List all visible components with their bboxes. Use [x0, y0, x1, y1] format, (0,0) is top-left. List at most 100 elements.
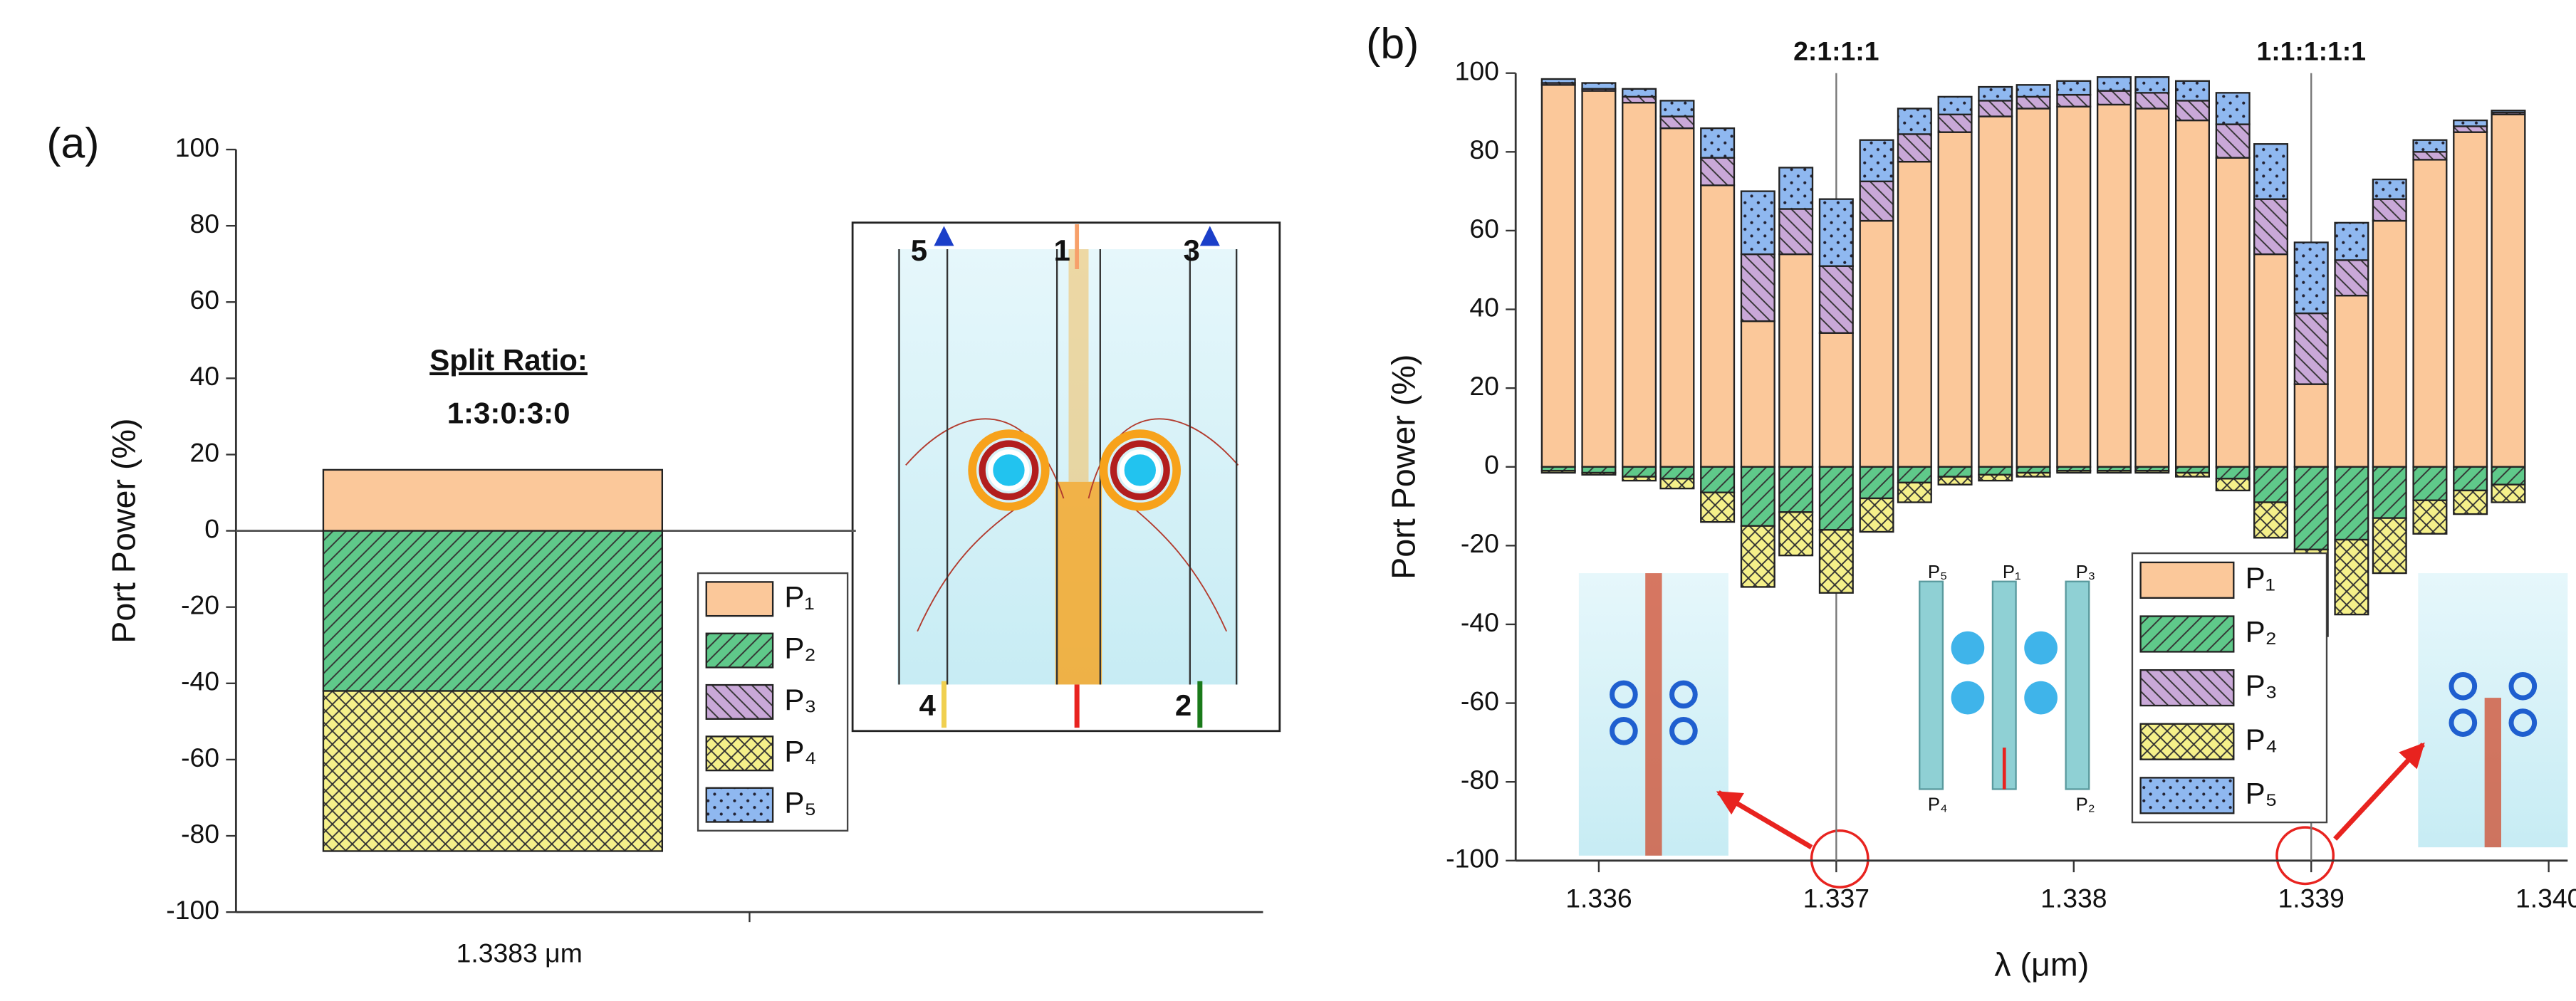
bar-segment: [2412, 139, 2448, 153]
bar-segment: [1859, 219, 1894, 468]
legend-label: P₁: [784, 580, 814, 613]
bar-segment: [2372, 517, 2407, 575]
x-tick-label: 1.3383 μm: [457, 938, 583, 968]
bar-segment: [1937, 476, 1973, 486]
bar-segment: [2056, 80, 2092, 96]
y-tick-label: -80: [1461, 765, 1499, 795]
y-axis-title: Port Power (%): [105, 418, 142, 643]
y-tick-label: 80: [1469, 135, 1499, 164]
bar-segment: [2215, 478, 2251, 492]
bar-segment: [2174, 119, 2211, 468]
diagram-label: P₃: [2076, 562, 2096, 582]
bar-segment: [2491, 110, 2526, 114]
bar-segment: [2134, 76, 2170, 94]
bar-segment: [1978, 100, 2013, 117]
bar-segment: [1622, 102, 1657, 468]
bar-segment: [1778, 466, 1814, 513]
bar-segment: [2293, 241, 2329, 315]
bar-segment: [2056, 470, 2092, 474]
bar-segment: [2215, 157, 2251, 468]
bar-segment: [2334, 259, 2369, 297]
y-tick-label: 40: [189, 361, 219, 391]
bar-segment: [2491, 466, 2526, 486]
bar-segment: [2453, 119, 2488, 127]
bar-segment: [322, 468, 664, 532]
bar-segment: [2096, 90, 2132, 106]
legend-label: P₂: [2246, 615, 2277, 649]
bar-segment: [1700, 466, 1736, 493]
y-tick-label: 20: [1469, 371, 1499, 401]
y-tick-label: -100: [1446, 844, 1499, 874]
y-tick-label: 60: [1469, 214, 1499, 243]
bar-segment: [1818, 265, 1854, 334]
bar-segment: [1897, 160, 1932, 468]
reference-label: 1:1:1:1:1: [2256, 36, 2366, 66]
bar-segment: [2016, 466, 2051, 474]
y-tick-label: 0: [1484, 450, 1499, 480]
bar-segment: [1581, 90, 1617, 468]
x-tick-label: 1.336: [1565, 884, 1632, 913]
legend-swatch: [705, 787, 774, 823]
bar-segment: [2293, 383, 2329, 468]
legend-swatch: [705, 683, 774, 720]
bar-segment: [1978, 473, 2013, 482]
bar-segment: [2412, 151, 2448, 161]
bar-segment: [322, 690, 664, 852]
bar-segment: [1540, 84, 1576, 468]
bar-segment: [1859, 139, 1894, 182]
x-tick-label: 1.340: [2515, 884, 2576, 913]
bar-segment: [1937, 113, 1973, 133]
bar-segment: [2372, 178, 2407, 200]
bar-segment: [1818, 529, 1854, 594]
diagram-label: P₄: [1928, 795, 1948, 815]
bar-segment: [2174, 100, 2211, 122]
legend-swatch: [2139, 669, 2235, 707]
bar-segment: [1740, 320, 1775, 468]
bar-segment: [2253, 501, 2289, 539]
bar-segment: [2334, 466, 2369, 541]
bar-segment: [2056, 93, 2092, 108]
bar-segment: [1897, 466, 1932, 484]
bar-segment: [1659, 478, 1695, 490]
bar-segment: [1540, 78, 1576, 84]
x-tick-label: 1.338: [2040, 884, 2107, 913]
bar-segment: [1778, 511, 1814, 557]
bar-segment: [2253, 253, 2289, 468]
y-tick-label: -20: [1461, 528, 1499, 558]
legend-swatch: [705, 735, 774, 772]
bar-segment: [1622, 476, 1657, 482]
bar-segment: [1581, 82, 1617, 90]
bar-segment: [1818, 198, 1854, 267]
bar-segment: [1540, 470, 1576, 474]
bar-segment: [1818, 466, 1854, 531]
port-label: 4: [919, 688, 936, 722]
bar-segment: [2453, 131, 2488, 468]
legend-label: P₃: [2246, 669, 2278, 702]
panel-label: (a): [46, 118, 99, 167]
legend-label: P₅: [784, 786, 816, 819]
bar-segment: [2253, 198, 2289, 256]
x-tick-label: 1.339: [2278, 884, 2345, 913]
bar-segment: [1700, 491, 1736, 523]
bar-segment: [2372, 466, 2407, 519]
y-tick-label: -60: [1461, 686, 1499, 716]
inset-images-b: [1578, 573, 2568, 889]
bar-segment: [1622, 95, 1657, 104]
bar-segment: [1700, 184, 1736, 468]
legend-label: P₁: [2246, 561, 2275, 594]
port-label: 3: [1183, 234, 1199, 267]
legend-label: P₄: [784, 734, 816, 767]
bar-segment: [1859, 497, 1894, 533]
bar-segment: [1778, 208, 1814, 256]
x-axis-title: λ (μm): [1994, 945, 2089, 982]
bar-segment: [1937, 95, 1973, 115]
bar-segment: [2453, 125, 2488, 133]
bar-segment: [2334, 221, 2369, 261]
bar-segment: [1818, 332, 1854, 468]
bar-segment: [1740, 190, 1775, 256]
reference-label: 2:1:1:1: [1793, 36, 1879, 66]
bar-segment: [2253, 466, 2289, 503]
bar-segment: [1581, 466, 1617, 474]
bar-segment: [2096, 470, 2132, 474]
legend-swatch: [2139, 723, 2235, 760]
